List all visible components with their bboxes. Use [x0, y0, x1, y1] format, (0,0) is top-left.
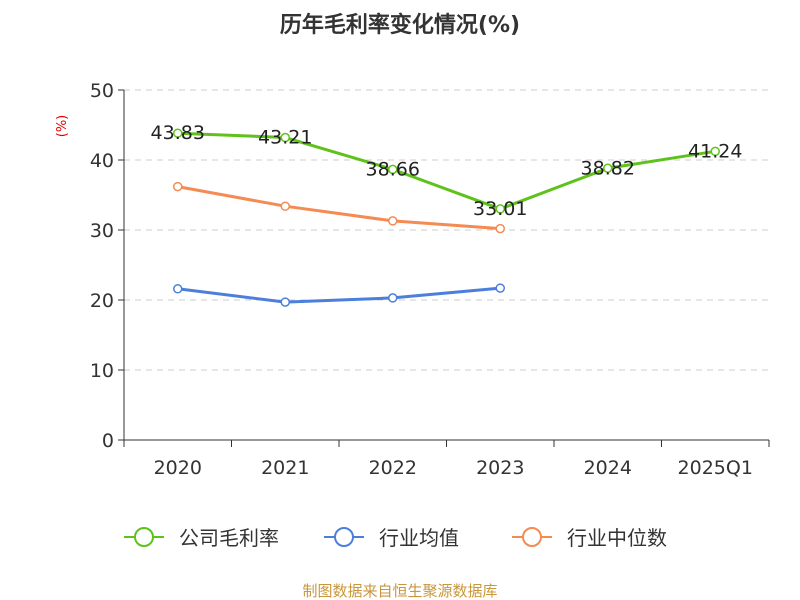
y-axis-unit-label: (%)	[55, 115, 70, 138]
x-tick-label: 2023	[476, 457, 524, 479]
y-tick-label: 20	[90, 290, 114, 312]
series-lines	[173, 128, 720, 307]
data-point	[280, 297, 290, 307]
series-line	[177, 286, 501, 304]
data-label: 43.21	[258, 127, 312, 149]
data-point	[388, 216, 398, 226]
data-point	[710, 146, 720, 157]
grid-lines	[124, 89, 769, 371]
data-label: 33.01	[473, 198, 527, 220]
data-point	[173, 128, 183, 138]
chart-title: 历年毛利率变化情况(%)	[280, 12, 520, 38]
data-label: 38.66	[366, 158, 420, 180]
legend-label: 公司毛利率	[179, 526, 279, 550]
y-tick-label: 10	[90, 360, 114, 382]
y-tick-label: 50	[90, 80, 114, 102]
legend-marker-icon	[134, 527, 154, 547]
x-tick-label: 2024	[584, 457, 632, 479]
axes: 0 10 20 30 40 50 2020 2021 2022 2023 2024 2025Q1	[90, 80, 770, 479]
data-point	[173, 284, 183, 294]
legend-label: 行业均值	[379, 526, 459, 550]
data-point	[173, 181, 183, 192]
series-line	[177, 131, 716, 211]
legend-item[interactable]: 行业均值	[324, 526, 459, 550]
data-label: 41.24	[688, 140, 742, 162]
x-tick-label: 2021	[261, 457, 309, 479]
series-line	[177, 185, 501, 231]
data-point	[495, 283, 505, 293]
x-tick-label: 2025Q1	[678, 457, 753, 479]
data-point	[280, 132, 290, 143]
y-tick-label: 40	[90, 150, 114, 172]
data-label: 38.82	[581, 157, 635, 179]
source-note: 制图数据来自恒生聚源数据库	[302, 582, 497, 600]
data-point	[388, 164, 398, 175]
legend-marker-icon	[522, 527, 542, 547]
data-point	[495, 223, 505, 234]
x-tick-label: 2020	[154, 457, 202, 479]
x-tick-label: 2022	[369, 457, 417, 479]
data-point	[603, 163, 613, 174]
data-point	[388, 293, 398, 303]
data-label: 43.83	[151, 122, 205, 144]
data-labels: 43.83 43.21 38.66 33.01 38.82 41.24	[151, 122, 743, 220]
data-point	[280, 201, 290, 211]
legend-item[interactable]: 行业中位数	[512, 526, 667, 550]
y-tick-label: 30	[90, 220, 114, 242]
legend-label: 行业中位数	[567, 526, 667, 550]
legend-marker-icon	[334, 527, 354, 547]
legend: 公司毛利率 行业均值 行业中位数	[124, 526, 667, 550]
y-tick-label: 0	[102, 430, 114, 452]
data-point	[495, 204, 505, 214]
legend-item[interactable]: 公司毛利率	[124, 526, 279, 550]
